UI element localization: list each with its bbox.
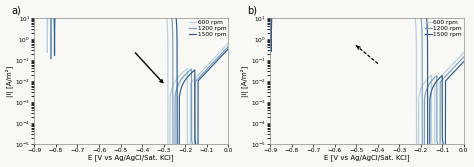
Legend: 600 rpm, 1200 rpm, 1500 rpm: 600 rpm, 1200 rpm, 1500 rpm bbox=[189, 19, 227, 37]
1500 rpm bbox=[191, 70, 197, 72]
Line: 600 rpm: 600 rpm bbox=[270, 0, 464, 167]
Legend: 600 rpm, 1200 rpm, 1500 rpm: 600 rpm, 1200 rpm, 1500 rpm bbox=[424, 19, 463, 37]
Text: b): b) bbox=[247, 6, 257, 16]
X-axis label: E [V vs Ag/AgCl/Sat. KCl]: E [V vs Ag/AgCl/Sat. KCl] bbox=[324, 155, 410, 161]
1500 rpm bbox=[225, 48, 231, 50]
Y-axis label: |i| [A/m²]: |i| [A/m²] bbox=[6, 65, 14, 97]
Y-axis label: |i| [A/m²]: |i| [A/m²] bbox=[241, 65, 249, 97]
1200 rpm bbox=[267, 2, 273, 4]
1500 rpm bbox=[267, 8, 273, 10]
1500 rpm bbox=[461, 61, 466, 63]
X-axis label: E [V vs Ag/AgCl/Sat. KCl]: E [V vs Ag/AgCl/Sat. KCl] bbox=[89, 155, 174, 161]
1500 rpm bbox=[427, 148, 432, 150]
1200 rpm bbox=[225, 46, 231, 48]
1500 rpm bbox=[176, 147, 182, 149]
Line: 1500 rpm: 1500 rpm bbox=[270, 0, 464, 167]
Line: 1500 rpm: 1500 rpm bbox=[35, 0, 228, 167]
600 rpm bbox=[461, 51, 466, 53]
Line: 1200 rpm: 1200 rpm bbox=[270, 0, 464, 167]
600 rpm bbox=[176, 75, 182, 77]
1200 rpm bbox=[427, 83, 432, 85]
600 rpm bbox=[412, 14, 418, 16]
1200 rpm bbox=[461, 56, 466, 58]
600 rpm bbox=[191, 79, 197, 81]
Line: 600 rpm: 600 rpm bbox=[35, 0, 228, 167]
600 rpm bbox=[157, 1, 163, 3]
1200 rpm bbox=[412, 0, 418, 1]
600 rpm bbox=[427, 76, 432, 78]
600 rpm bbox=[225, 42, 231, 44]
1200 rpm bbox=[176, 82, 182, 84]
Text: a): a) bbox=[11, 6, 21, 16]
Line: 1200 rpm: 1200 rpm bbox=[35, 0, 228, 167]
